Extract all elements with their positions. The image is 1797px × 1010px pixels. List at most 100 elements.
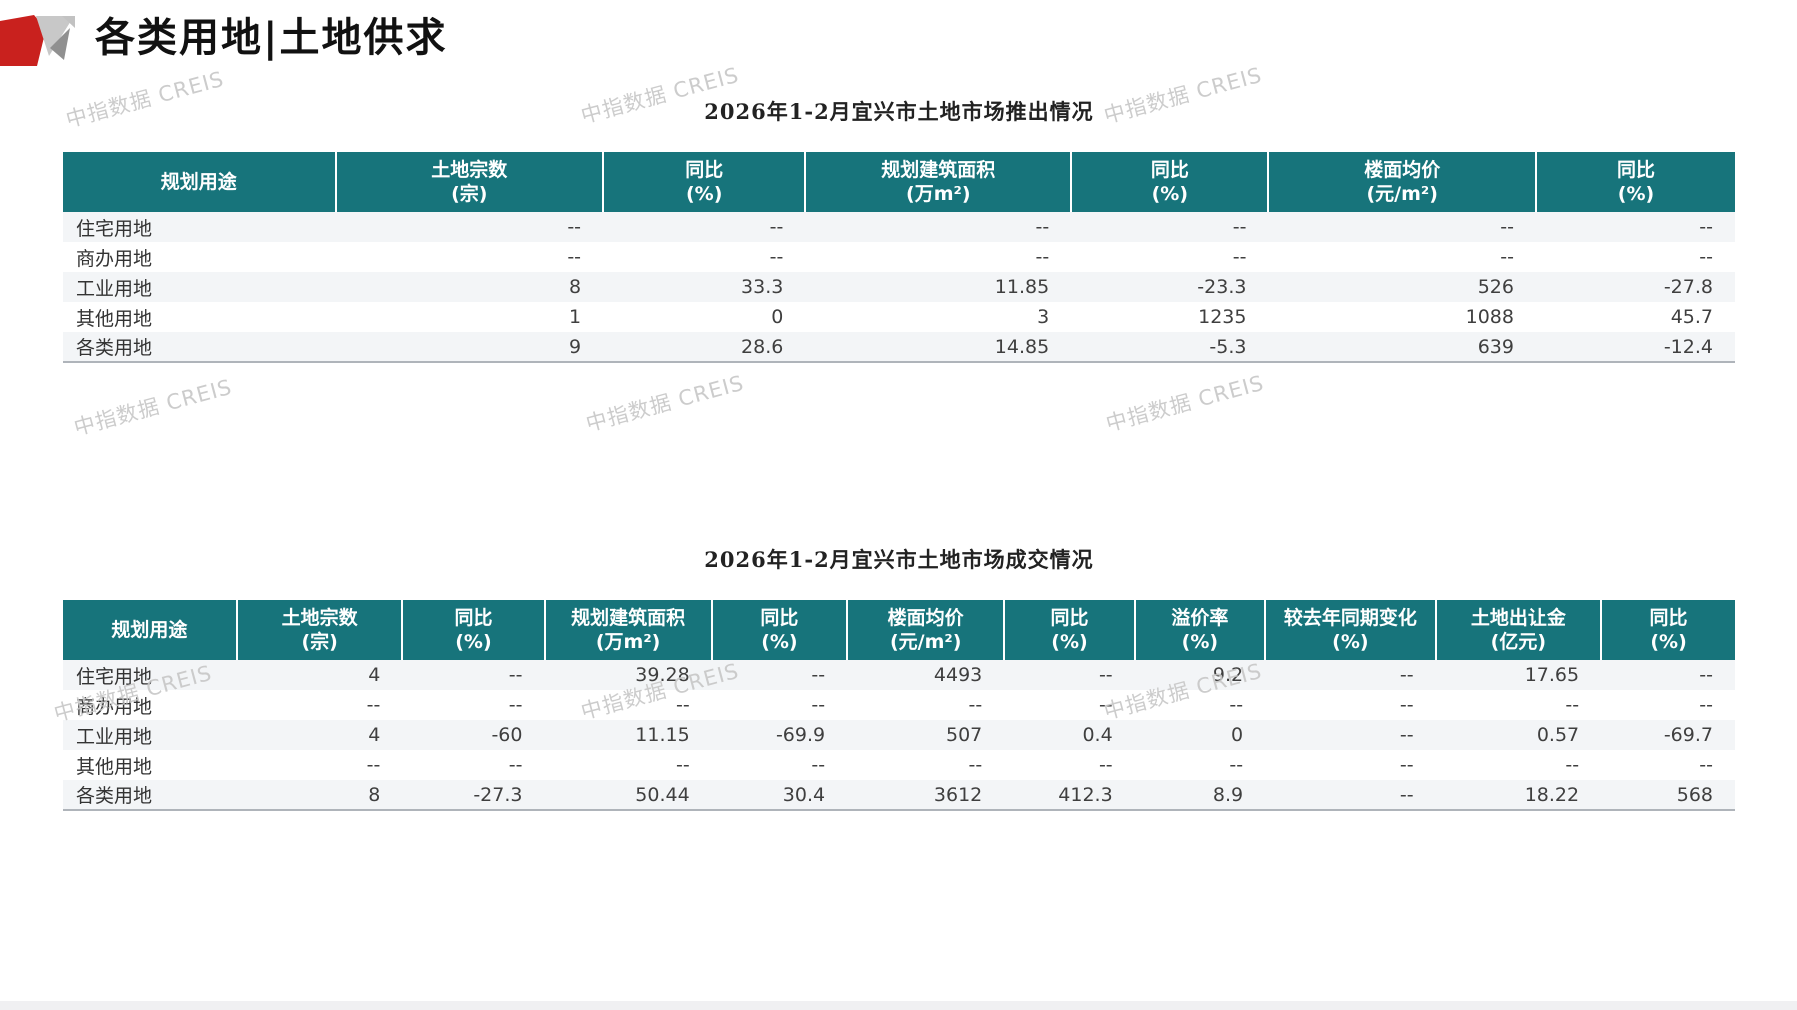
cell-value: 1 xyxy=(568,306,582,328)
cell-value: 4 xyxy=(368,664,381,686)
column-header: 同比 (%) xyxy=(602,152,806,212)
column-header: 楼面均价 (元/m²) xyxy=(846,600,1005,660)
cell-value: -- xyxy=(1399,694,1414,716)
deal-table-section: 2026年1-2月宜兴市土地市场成交情况 规划用途 土地宗数 (宗) 同比 (%) 规划建… xyxy=(63,545,1735,811)
cell-value: -- xyxy=(508,664,523,686)
table-row: 工业用地 8 33.3 11.85 -23.3 526 -27.8 xyxy=(63,272,1735,302)
cell-value: -- xyxy=(1098,664,1113,686)
table-row: 商办用地 -- -- -- -- -- -- -- -- -- -- xyxy=(63,690,1735,720)
column-header: 楼面均价 (元/m²) xyxy=(1267,152,1536,212)
cell-value: -- xyxy=(1399,754,1414,776)
cell-value: 9.2 xyxy=(1212,664,1244,686)
watermark-text: 中指数据 CREIS xyxy=(1103,370,1267,437)
cell-value: -- xyxy=(769,216,784,238)
row-label: 各类用地 xyxy=(76,337,153,359)
cell-value: -- xyxy=(1699,246,1713,268)
table-row: 住宅用地 4 -- 39.28 -- 4493 -- 9.2 -- 17.65 -- xyxy=(63,660,1735,690)
cell-value: 1088 xyxy=(1465,306,1514,328)
column-header: 规划建筑面积 (万m²) xyxy=(804,152,1072,212)
cell-value: -- xyxy=(1699,694,1713,716)
cell-value: -- xyxy=(508,754,523,776)
column-header: 同比 (%) xyxy=(1600,600,1735,660)
row-label: 住宅用地 xyxy=(76,217,153,240)
cell-value: 50.44 xyxy=(635,783,690,806)
watermark-text: 中指数据 CREIS xyxy=(583,370,747,437)
page-header: 各类用地|土地供求 xyxy=(0,0,1797,80)
cell-value: 526 xyxy=(1477,276,1514,298)
cell-value: 4493 xyxy=(933,664,983,686)
cell-value: 8 xyxy=(568,276,582,298)
cell-value: 8.9 xyxy=(1212,783,1244,806)
page-title: 各类用地|土地供求 xyxy=(95,14,448,61)
cell-value: 0 xyxy=(771,306,784,328)
row-label: 各类用地 xyxy=(76,785,153,807)
cell-value: -- xyxy=(567,216,582,238)
cell-value: 412.3 xyxy=(1058,783,1113,806)
cell-value: -- xyxy=(1399,664,1414,686)
cell-value: -- xyxy=(811,694,826,716)
column-header: 较去年同期变化 (%) xyxy=(1264,600,1436,660)
cell-value: -- xyxy=(366,754,381,776)
cell-value: -- xyxy=(811,664,826,686)
table-row: 住宅用地 -- -- -- -- -- -- xyxy=(63,212,1735,242)
column-header: 同比 (%) xyxy=(710,600,848,660)
table-row: 各类用地 9 28.6 14.85 -5.3 639 -12.4 xyxy=(63,332,1735,362)
deal-table-title: 2026年1-2月宜兴市土地市场成交情况 xyxy=(704,547,1094,572)
cell-value: -- xyxy=(1098,754,1113,776)
cell-value: -- xyxy=(769,246,784,268)
column-header: 规划用途 xyxy=(63,152,336,212)
cell-value: -- xyxy=(1500,216,1514,238)
cell-value: -27.8 xyxy=(1663,276,1713,298)
cell-value: 45.7 xyxy=(1670,306,1713,328)
cell-value: -27.3 xyxy=(473,783,523,806)
cell-value: 568 xyxy=(1676,783,1713,806)
cell-value: 507 xyxy=(946,724,983,746)
cell-value: -5.3 xyxy=(1209,335,1247,358)
column-header: 同比 (%) xyxy=(1003,600,1135,660)
cell-value: -- xyxy=(675,754,690,776)
column-header: 溢价率 (%) xyxy=(1133,600,1266,660)
header-row: 规划用途 土地宗数 (宗) 同比 (%) 规划建筑面积 (万m²) 同比 (%) 楼面均价 (元/m… xyxy=(63,600,1735,660)
cell-value: -- xyxy=(1035,246,1050,268)
column-header: 同比 (%) xyxy=(1070,152,1269,212)
cell-value: 9 xyxy=(568,335,582,358)
row-label: 商办用地 xyxy=(76,695,153,718)
deal-table: 规划用途 土地宗数 (宗) 同比 (%) 规划建筑面积 (万m²) 同比 (%) 楼面均价 (元/m… xyxy=(63,600,1735,811)
row-label: 其他用地 xyxy=(76,755,153,778)
cell-value: -- xyxy=(1399,783,1414,806)
column-header: 同比 (%) xyxy=(1534,152,1735,212)
cell-value: 28.6 xyxy=(741,335,784,358)
bottom-strip xyxy=(0,1001,1797,1010)
column-header: 土地宗数 (宗) xyxy=(235,600,403,660)
cell-value: -- xyxy=(1399,724,1414,746)
cell-value: -12.4 xyxy=(1663,335,1713,358)
cell-value: -- xyxy=(1500,246,1514,268)
cell-value: -- xyxy=(1229,694,1244,716)
table-row: 工业用地 4 -60 11.15 -69.9 507 0.4 0 -- 0.57 -69.7 xyxy=(63,720,1735,750)
table-row: 各类用地 8 -27.3 50.44 30.4 3612 412.3 8.9 -- 18.22 56… xyxy=(63,780,1735,810)
cell-value: 639 xyxy=(1477,335,1514,358)
table-row: 其他用地 -- -- -- -- -- -- -- -- -- -- xyxy=(63,750,1735,780)
row-label: 其他用地 xyxy=(76,307,153,330)
cell-value: 0.57 xyxy=(1536,724,1580,746)
cell-value: -69.9 xyxy=(775,724,826,746)
cell-value: -- xyxy=(968,694,983,716)
cell-value: 11.15 xyxy=(635,724,690,746)
watermark-text: 中指数据 CREIS xyxy=(71,374,235,441)
column-header: 土地宗数 (宗) xyxy=(334,152,604,212)
cell-value: -- xyxy=(968,754,983,776)
table-row: 商办用地 -- -- -- -- -- -- xyxy=(63,242,1735,272)
cell-value: -- xyxy=(1565,754,1580,776)
cell-value: -69.7 xyxy=(1663,724,1713,746)
cell-value: 3 xyxy=(1037,306,1050,328)
cell-value: -23.3 xyxy=(1197,276,1247,298)
cell-value: 39.28 xyxy=(635,664,690,686)
cell-value: 17.65 xyxy=(1524,664,1580,686)
cell-value: 8 xyxy=(368,783,381,806)
supply-table-section: 2026年1-2月宜兴市土地市场推出情况 规划用途 土地宗数 (宗) 同比 (%) 规划建… xyxy=(63,97,1735,363)
column-header: 规划用途 xyxy=(63,600,237,660)
cell-value: -- xyxy=(1232,246,1247,268)
cell-value: -- xyxy=(1699,664,1713,686)
cell-value: 0.4 xyxy=(1082,724,1113,746)
cell-value: -- xyxy=(567,246,582,268)
